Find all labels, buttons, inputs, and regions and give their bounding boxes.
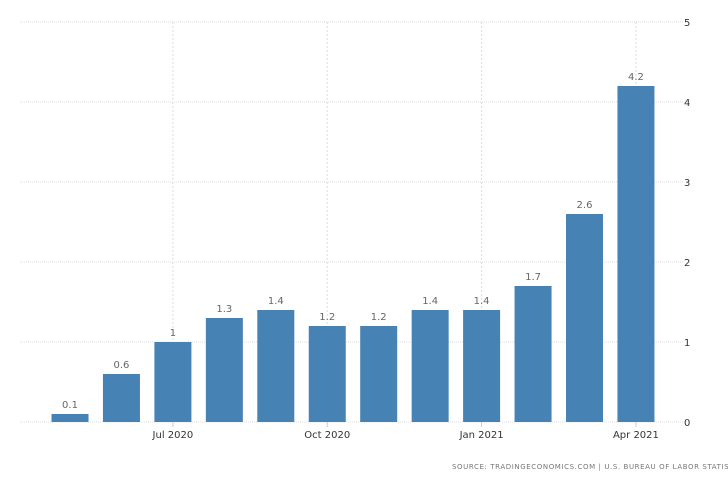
- x-tick-label: Jul 2020: [152, 430, 194, 441]
- bar[interactable]: [205, 318, 243, 422]
- x-tick-label: Oct 2020: [304, 430, 350, 441]
- bar[interactable]: [102, 374, 140, 422]
- bar[interactable]: [617, 86, 655, 422]
- y-tick-label: 5: [684, 18, 690, 29]
- data-label: 0.6: [113, 360, 129, 371]
- data-label: 2.6: [577, 200, 593, 211]
- source-text: SOURCE: TRADINGECONOMICS.COM | U.S. BURE…: [452, 463, 728, 471]
- y-tick-label: 0: [684, 418, 690, 429]
- data-label: 1.3: [216, 304, 232, 315]
- bar[interactable]: [411, 310, 449, 422]
- bar[interactable]: [51, 414, 89, 422]
- y-tick-label: 4: [684, 98, 690, 109]
- bar[interactable]: [257, 310, 295, 422]
- bar[interactable]: [463, 310, 501, 422]
- bar[interactable]: [308, 326, 346, 422]
- data-label: 1.7: [525, 272, 541, 283]
- x-tick-label: Jan 2021: [459, 430, 504, 441]
- data-label: 4.2: [628, 72, 644, 83]
- bar[interactable]: [360, 326, 398, 422]
- y-tick-label: 1: [684, 338, 690, 349]
- data-label: 1.4: [422, 296, 438, 307]
- y-tick-label: 3: [684, 178, 690, 189]
- data-label: 1.2: [319, 312, 335, 323]
- bar[interactable]: [514, 286, 552, 422]
- data-label: 0.1: [62, 400, 78, 411]
- data-label: 1.4: [474, 296, 490, 307]
- x-tick-label: Apr 2021: [613, 430, 659, 441]
- bar[interactable]: [154, 342, 192, 422]
- data-label: 1: [170, 328, 176, 339]
- y-tick-label: 2: [684, 258, 690, 269]
- data-label: 1.4: [268, 296, 284, 307]
- data-label: 1.2: [371, 312, 387, 323]
- bar[interactable]: [566, 214, 603, 422]
